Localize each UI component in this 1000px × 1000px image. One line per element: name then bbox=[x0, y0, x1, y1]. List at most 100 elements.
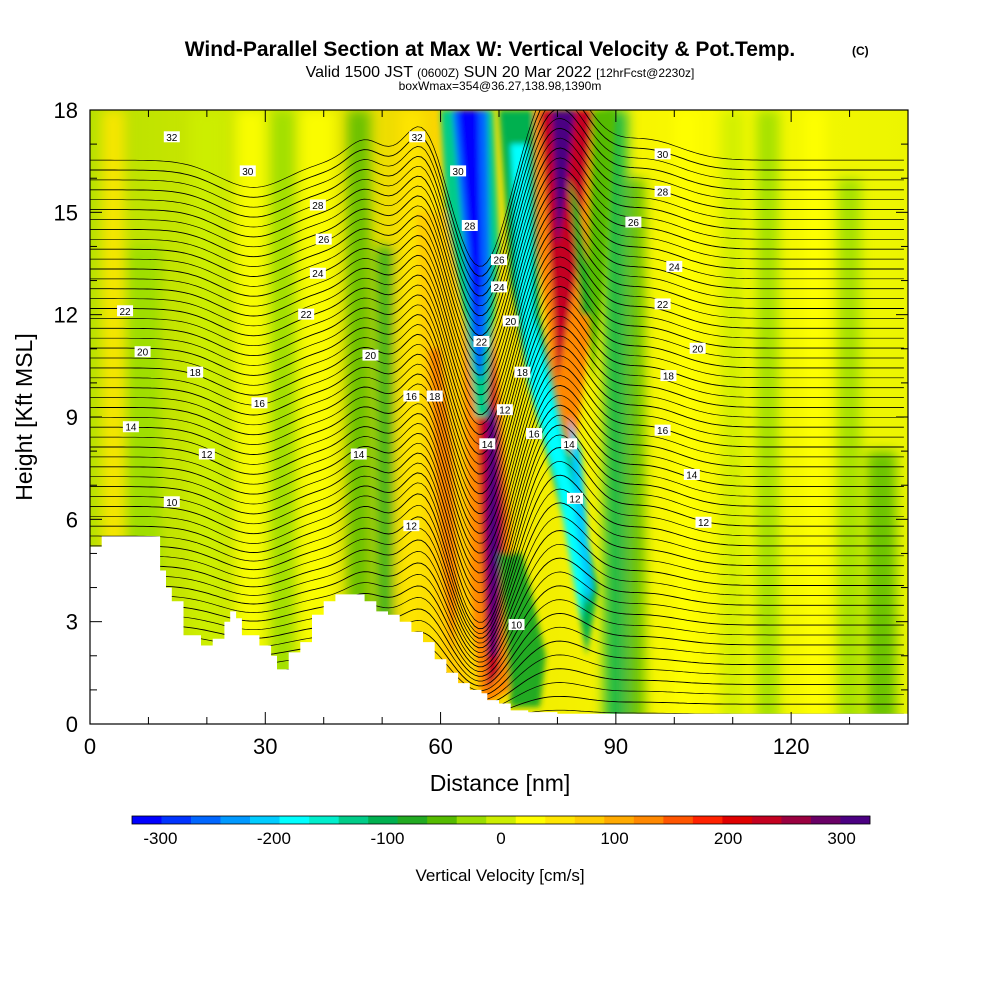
svg-text:14: 14 bbox=[125, 423, 137, 434]
colorbar-tick-label: 300 bbox=[827, 829, 855, 848]
svg-text:30: 30 bbox=[453, 167, 465, 178]
theta-contour bbox=[90, 434, 904, 623]
colorbar-swatch bbox=[545, 816, 576, 824]
velocity-column bbox=[837, 178, 862, 724]
theta-contour bbox=[90, 296, 904, 485]
contour-label: 20 bbox=[502, 315, 519, 328]
theta-contour bbox=[90, 206, 904, 396]
svg-text:10: 10 bbox=[166, 498, 178, 509]
svg-text:10: 10 bbox=[511, 621, 523, 632]
svg-text:28: 28 bbox=[464, 221, 476, 232]
contour-label: 18 bbox=[514, 366, 531, 379]
box-info: boxWmax=354@36.27,138.98,1390m bbox=[399, 79, 602, 93]
colorbar-swatch bbox=[486, 816, 517, 824]
colorbar-tick-label: 0 bbox=[496, 829, 505, 848]
colorbar-swatch bbox=[840, 816, 871, 824]
contour-label: 24 bbox=[309, 267, 326, 280]
svg-text:20: 20 bbox=[365, 351, 377, 362]
theta-contour bbox=[90, 516, 904, 653]
contour-label: 12 bbox=[496, 404, 513, 417]
plot-area: 32 30 28 26 24 22 22 20 20 18 16 14 12 14 10 12 32 30 28 26… bbox=[90, 110, 908, 724]
svg-text:22: 22 bbox=[476, 337, 488, 348]
contour-label: 14 bbox=[683, 468, 700, 481]
theta-contour bbox=[90, 557, 904, 668]
contour-label: 28 bbox=[654, 185, 671, 198]
contour-labels: 32 30 28 26 24 22 22 20 20 18 16 14 12 14 10 12 32 30 28 26… bbox=[117, 131, 712, 632]
velocity-plume bbox=[428, 348, 459, 656]
theta-contour bbox=[90, 335, 904, 524]
valid-zulu: (0600Z) bbox=[417, 66, 459, 80]
contour-label: 16 bbox=[526, 428, 543, 441]
theta-contour bbox=[90, 266, 904, 455]
svg-text:20: 20 bbox=[137, 348, 149, 359]
contour-label: 28 bbox=[309, 199, 326, 212]
contour-label: 18 bbox=[660, 370, 677, 383]
colorbar-swatch bbox=[810, 816, 841, 824]
svg-text:14: 14 bbox=[353, 450, 365, 461]
theta-contour bbox=[90, 447, 904, 630]
theta-contour bbox=[90, 394, 904, 584]
theta-contour bbox=[90, 424, 904, 613]
y-tick-label: 18 bbox=[54, 98, 78, 123]
y-tick-label: 15 bbox=[54, 200, 78, 225]
svg-text:24: 24 bbox=[312, 269, 324, 280]
contour-label: 22 bbox=[298, 308, 315, 321]
theta-contour bbox=[90, 474, 904, 639]
velocity-column bbox=[376, 246, 394, 724]
axis-ticks bbox=[89, 109, 909, 725]
contour-label: 10 bbox=[163, 496, 180, 509]
svg-text:30: 30 bbox=[657, 150, 669, 161]
contour-label: 12 bbox=[403, 520, 420, 533]
theta-contour bbox=[90, 414, 904, 603]
y-axis-label: Height [Kft MSL] bbox=[11, 333, 37, 500]
theta-contour bbox=[90, 305, 904, 495]
valid-prefix: Valid 1500 JST bbox=[306, 64, 414, 81]
svg-text:22: 22 bbox=[301, 310, 313, 321]
svg-text:18: 18 bbox=[429, 392, 441, 403]
svg-text:12: 12 bbox=[201, 450, 213, 461]
colorbar-swatch bbox=[722, 816, 753, 824]
theta-contour bbox=[90, 110, 904, 297]
svg-text:24: 24 bbox=[493, 283, 505, 294]
contour-label: 20 bbox=[134, 346, 151, 359]
contour-label: 12 bbox=[198, 448, 215, 461]
chart-title: Wind-Parallel Section at Max W: Vertical… bbox=[185, 38, 796, 61]
velocity-plume bbox=[569, 178, 593, 315]
theta-contour bbox=[90, 110, 904, 277]
velocity-column bbox=[189, 110, 225, 724]
terrain-mask bbox=[90, 536, 908, 724]
y-tick-label: 12 bbox=[54, 303, 78, 328]
chart-subtitle: Valid 1500 JST (0600Z) SUN 20 Mar 2022 [… bbox=[306, 64, 695, 81]
colorbar-swatch bbox=[604, 816, 635, 824]
contour-label: 22 bbox=[473, 335, 490, 348]
colorbar-swatch bbox=[161, 816, 192, 824]
svg-text:32: 32 bbox=[412, 133, 424, 144]
contour-label: 26 bbox=[315, 233, 332, 246]
theta-contour bbox=[90, 286, 904, 475]
colorbar-tick-label: -100 bbox=[370, 829, 404, 848]
contour-label: 28 bbox=[461, 219, 478, 232]
theta-contour bbox=[90, 157, 904, 346]
y-tick-label: 6 bbox=[66, 507, 78, 532]
theta-contour bbox=[90, 375, 904, 564]
theta-contour bbox=[90, 197, 904, 386]
axis-tick-labels: 0 30 60 90 120 0 3 6 9 12 15 18 bbox=[54, 98, 810, 759]
colorbar-swatch bbox=[427, 816, 458, 824]
contour-label: 26 bbox=[625, 216, 642, 229]
theta-contour bbox=[90, 488, 904, 644]
colorbar-tick-label: 200 bbox=[714, 829, 742, 848]
colorbar-swatch bbox=[574, 816, 605, 824]
theta-contour bbox=[90, 216, 904, 406]
svg-text:28: 28 bbox=[312, 201, 324, 212]
x-tick-label: 0 bbox=[84, 734, 96, 759]
svg-text:28: 28 bbox=[657, 187, 669, 198]
contour-label: 32 bbox=[163, 131, 180, 144]
velocity-column bbox=[721, 110, 745, 724]
contour-label: 12 bbox=[695, 516, 712, 529]
velocity-column bbox=[347, 110, 371, 724]
x-tick-label: 90 bbox=[604, 734, 628, 759]
theta-contour bbox=[90, 147, 904, 336]
svg-text:26: 26 bbox=[493, 256, 505, 267]
svg-text:16: 16 bbox=[657, 426, 669, 437]
svg-text:12: 12 bbox=[406, 522, 418, 533]
